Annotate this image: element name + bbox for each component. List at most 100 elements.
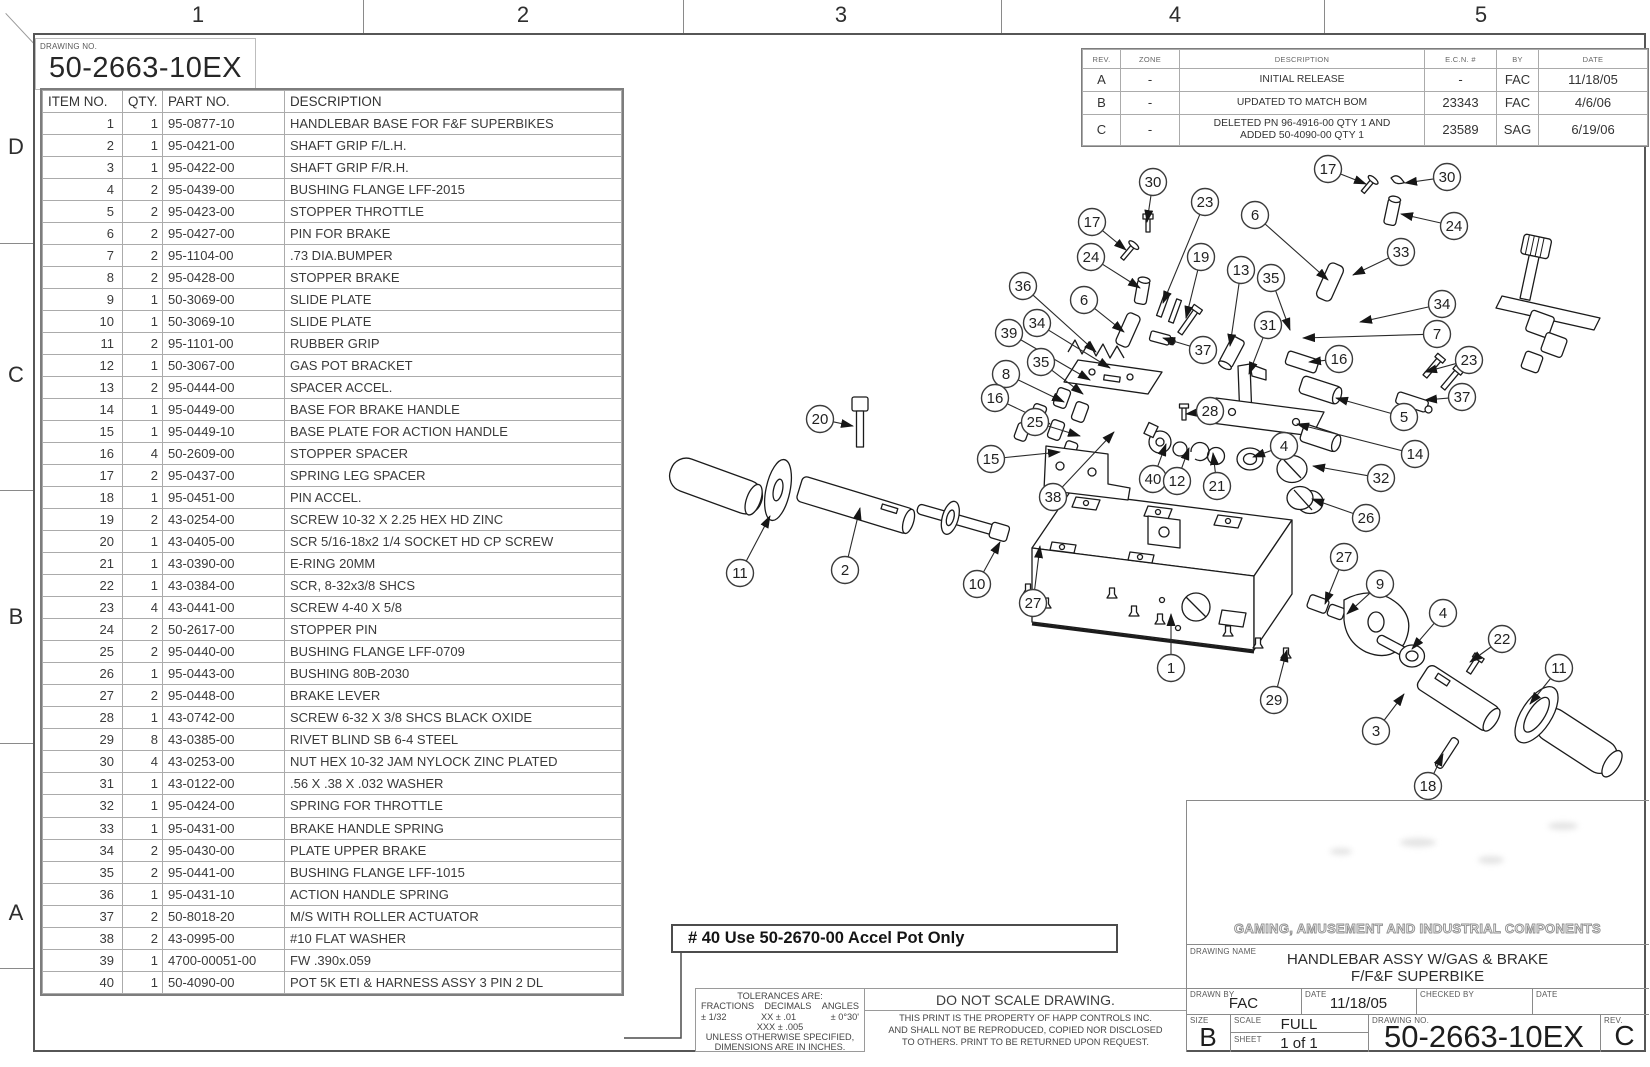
balloon-19: 19: [1184, 242, 1216, 319]
svg-text:25: 25: [1027, 414, 1044, 431]
part-slide-shaft-10: [916, 500, 1011, 542]
rev-cell: REV. C: [1600, 1014, 1649, 1052]
part-bushing-stack-right: [1520, 309, 1568, 374]
description: BUSHING FLANGE LFF-0709: [284, 640, 622, 664]
svg-text:10: 10: [969, 576, 986, 593]
description: SCREW 6-32 X 3/8 SHCS BLACK OXIDE: [284, 706, 622, 730]
svg-text:14: 14: [1407, 446, 1424, 463]
part-no: 95-0441-00: [162, 860, 285, 884]
part-flat-washer-left: [763, 458, 793, 522]
balloon-24: 24: [1076, 242, 1141, 289]
zone-divider: [1324, 0, 1325, 33]
part-row: 20 1 43-0405-00 SCR 5/16-18x2 1/4 SOCKET HD…: [42, 530, 622, 554]
part-throttle-spring-32: [1276, 454, 1308, 484]
zone-label-3: 3: [834, 2, 848, 27]
part-no: 43-0122-00: [162, 772, 285, 796]
svg-text:13: 13: [1233, 262, 1250, 279]
tol-col-decimals: DECIMALS: [764, 1001, 812, 1012]
svg-text:26: 26: [1358, 510, 1375, 527]
checked-by-cell: CHECKED BY: [1416, 988, 1532, 1014]
part-no: 95-0449-00: [162, 398, 285, 422]
part-pin-brake-6a: [1115, 312, 1141, 348]
item-no: 27: [42, 684, 123, 708]
part-row: 25 2 95-0440-00 BUSHING FLANGE LFF-0709: [42, 640, 622, 664]
balloon-25: 25: [1020, 407, 1081, 437]
svg-text:28: 28: [1202, 403, 1219, 420]
svg-text:15: 15: [983, 451, 1000, 468]
drawing-number: 50-2663-10EX: [48, 52, 243, 84]
svg-text:27: 27: [1336, 549, 1353, 566]
svg-text:16: 16: [987, 390, 1004, 407]
part-shaft-grip-lh: [796, 476, 916, 535]
title-block-divider: [1532, 988, 1533, 1014]
company-tagline: GAMING, AMUSEMENT AND INDUSTRIAL COMPONE…: [1233, 921, 1602, 937]
description: BUSHING FLANGE LFF-2015: [284, 178, 622, 202]
svg-text:4: 4: [1280, 438, 1288, 455]
part-row: 6 2 95-0427-00 PIN FOR BRAKE: [42, 222, 622, 246]
part-no: 50-2609-00: [162, 442, 285, 466]
description: .73 DIA.BUMPER: [284, 244, 622, 268]
balloon-27: 27: [1324, 542, 1359, 605]
description: SHAFT GRIP F/R.H.: [284, 156, 622, 180]
part-no: 50-3067-00: [162, 354, 285, 378]
title-block-divider: [1186, 944, 1649, 945]
svg-text:6: 6: [1251, 207, 1259, 224]
description: E-RING 20MM: [284, 552, 622, 576]
svg-text:5: 5: [1400, 409, 1408, 426]
zone-label-1: 1: [191, 2, 205, 27]
part-bushing-4: [1236, 447, 1264, 471]
col-qty: QTY.: [122, 90, 163, 113]
balloon-11: 11: [1529, 653, 1574, 705]
faded-logo-mark: [1478, 856, 1504, 864]
item-no: 18: [42, 486, 123, 510]
part-no: 95-0430-00: [162, 838, 285, 862]
do-not-scale-block: DO NOT SCALE DRAWING. THIS PRINT IS THE …: [865, 988, 1186, 1052]
tol-decimals-xxx: XXX ± .005: [756, 1021, 804, 1032]
svg-text:30: 30: [1145, 174, 1162, 191]
drawing-name: HANDLEBAR ASSY W/GAS & BRAKE F/F&F SUPER…: [1186, 951, 1649, 985]
description: STOPPER PIN: [284, 618, 622, 642]
description: BASE PLATE FOR ACTION HANDLE: [284, 420, 622, 444]
description: SCR 5/16-18x2 1/4 SOCKET HD CP SCREW: [284, 530, 622, 554]
balloon-27: 27: [1018, 545, 1048, 618]
part-row: 21 1 43-0390-00 E-RING 20MM: [42, 552, 622, 576]
part-pot-assembly-40: [1143, 421, 1226, 466]
title-block-border: [1186, 800, 1187, 1052]
part-row: 37 2 50-8018-20 M/S WITH ROLLER ACTUATOR: [42, 904, 622, 928]
zone-divider: [683, 0, 684, 33]
balloon-31: 31: [1248, 310, 1283, 375]
revision-table: REV. ZONE DESCRIPTION E.C.N. # BY DATE A…: [1081, 48, 1649, 147]
part-small-hardware-topright: [1360, 174, 1405, 227]
description: POT 5K ETI & HARNESS ASSY 3 PIN 2 DL: [284, 970, 622, 995]
balloon-10: 10: [962, 541, 1001, 599]
checked-date-cell: DATE: [1532, 988, 1649, 1014]
svg-text:36: 36: [1015, 278, 1032, 295]
balloon-4: 4: [1252, 431, 1299, 461]
tolerance-title: TOLERANCES ARE:: [737, 991, 823, 1001]
balloon-17: 17: [1313, 154, 1367, 185]
faded-logo-mark: [1330, 848, 1352, 855]
part-bushing-14: [1299, 423, 1342, 453]
balloon-23: 23: [1162, 187, 1220, 304]
svg-text:34: 34: [1434, 296, 1451, 313]
note-leader-line: [624, 953, 682, 1039]
balloon-32: 32: [1312, 463, 1396, 493]
part-row: 38 2 43-0995-00 #10 FLAT WASHER: [42, 926, 622, 950]
tol-decimals-xx: XX ± .01: [760, 1011, 797, 1022]
title-block-divider: [1416, 988, 1417, 1014]
balloon-16: 16: [1308, 344, 1354, 374]
svg-text:24: 24: [1446, 218, 1463, 235]
drawing-no-label: DRAWING NO.: [1372, 1016, 1430, 1025]
part-row: 3 1 95-0422-00 SHAFT GRIP F/R.H.: [42, 156, 622, 180]
part-screw-22: [1465, 652, 1485, 675]
part-row: 27 2 95-0448-00 BRAKE LEVER: [42, 684, 622, 708]
zone: -: [1120, 113, 1180, 147]
revision-row: C - DELETED PN 96-4916-00 QTY 1 AND ADDED 5…: [1082, 113, 1648, 147]
balloon-6: 6: [1240, 200, 1329, 281]
svg-text:32: 32: [1373, 470, 1390, 487]
part-rubber-grip-right: [1514, 686, 1623, 778]
part-stopper-spacer-16r: [1284, 350, 1320, 374]
svg-text:7: 7: [1433, 326, 1441, 343]
balloon-34: 34: [1359, 289, 1457, 324]
